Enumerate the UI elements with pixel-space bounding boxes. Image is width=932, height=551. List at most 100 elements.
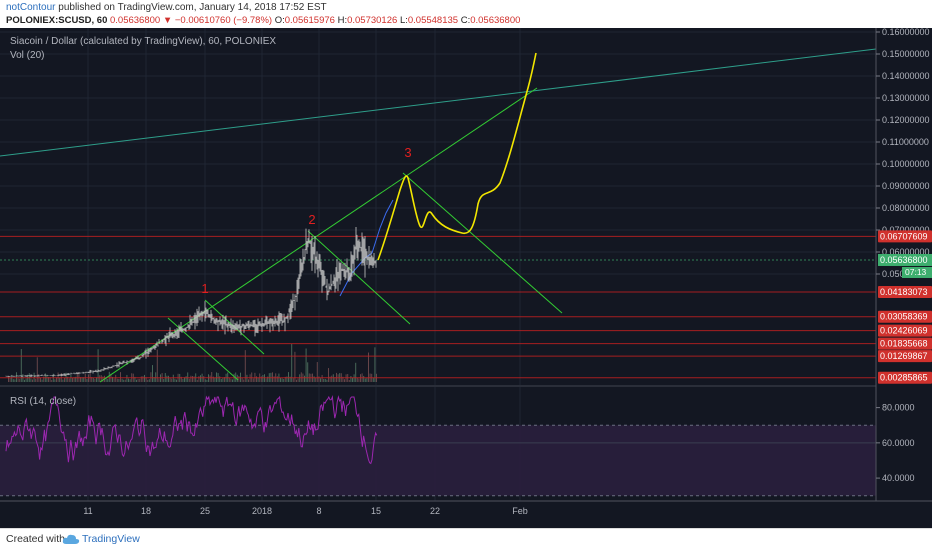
volume-bar <box>209 375 211 382</box>
publish-header: notContour published on TradingView.com,… <box>0 0 932 28</box>
volume-bar <box>313 376 315 382</box>
volume-bar <box>99 375 101 382</box>
volume-bar <box>190 375 192 382</box>
volume-bar <box>252 378 254 382</box>
volume-bar <box>273 376 275 382</box>
price-level-label-bg <box>878 285 932 298</box>
volume-bar <box>30 378 32 382</box>
y-tick-label: 0.11000000 <box>882 137 929 147</box>
volume-bar <box>14 379 16 382</box>
volume-bar <box>294 351 296 382</box>
volume-bar <box>300 372 302 382</box>
volume-bar <box>260 376 262 382</box>
long-trendline <box>0 48 877 157</box>
price-series <box>5 226 377 378</box>
price-level-label-bg <box>878 324 932 337</box>
volume-bar <box>150 372 152 382</box>
volume-bar <box>147 379 149 382</box>
y-tick-label: 0.06000000 <box>882 247 930 257</box>
volume-bar <box>145 377 147 382</box>
volume-bar <box>91 377 93 382</box>
volume-bar <box>115 374 117 382</box>
chart-title: Siacoin / Dollar (calculated by TradingV… <box>10 36 276 47</box>
tradingview-brand-link[interactable]: TradingView <box>82 533 140 545</box>
wave-label-2: 2 <box>308 212 315 227</box>
y-tick-label: 0.10000000 <box>882 159 930 169</box>
volume-bar <box>139 378 141 382</box>
volume-bar <box>267 376 269 382</box>
volume-bar <box>54 379 56 382</box>
volume-bar <box>59 377 61 382</box>
ohlc-h-label: H: <box>337 15 348 26</box>
volume-bar <box>121 378 123 382</box>
volume-bar <box>307 362 309 382</box>
volume-bar <box>20 349 22 382</box>
volume-bar <box>320 378 321 382</box>
volume-bar <box>172 374 174 382</box>
price-level-label: 0.02426069 <box>880 326 928 336</box>
volume-bar <box>350 376 352 382</box>
volume-bar <box>182 379 184 382</box>
volume-bar <box>328 368 329 382</box>
last-price-label-bg <box>878 253 932 266</box>
volume-bar <box>326 379 328 382</box>
volume-bar <box>108 371 110 382</box>
volume-bar <box>8 375 9 382</box>
price-level-label: 0.06707609 <box>880 231 928 241</box>
x-tick-label: Feb <box>512 506 528 516</box>
volume-bar <box>24 379 25 382</box>
publish-info: notContour published on TradingView.com,… <box>6 2 327 13</box>
volume-bar <box>16 372 17 382</box>
volume-bar <box>148 379 150 382</box>
price-level-label-bg <box>878 310 932 323</box>
volume-bar <box>174 378 176 382</box>
author-link[interactable]: notContour <box>6 2 56 13</box>
created-with-label: Created with <box>6 533 65 545</box>
ohlc-high: 0.05730126 <box>347 15 398 26</box>
price-level-label-bg <box>878 337 932 350</box>
volume-bar <box>163 379 165 382</box>
tradingview-cloud-icon <box>62 534 80 544</box>
volume-bar <box>315 377 317 382</box>
volume-bar <box>144 374 145 382</box>
volume-bar <box>212 376 214 382</box>
volume-bar <box>281 378 283 382</box>
price-level-label: 0.00285865 <box>880 373 928 383</box>
volume-bar <box>243 379 245 382</box>
volume-bar <box>40 377 41 382</box>
volume-bar <box>192 376 193 382</box>
volume-bar <box>224 377 225 382</box>
volume-bar <box>257 377 259 382</box>
symbol-label: POLONIEX:SCUSD, 60 <box>6 15 108 26</box>
volume-bar <box>262 375 264 382</box>
volume-bar <box>342 376 344 382</box>
price-change: ▼ −0.00610760 (−9.78%) <box>162 15 273 26</box>
volume-bar <box>51 379 53 382</box>
volume-bar <box>286 376 288 382</box>
volume-bar <box>248 379 249 382</box>
volume-bar <box>142 376 144 382</box>
price-chart[interactable]: 1 2 3 0.16000000 0.15000000 0.14000000 0.1300… <box>0 28 932 528</box>
volume-bar <box>46 374 48 382</box>
chart-grid <box>0 28 932 501</box>
last-price: 0.05636800 <box>110 15 161 26</box>
volume-bar <box>363 375 365 382</box>
volume-bar <box>64 377 65 382</box>
volume-bar <box>296 379 297 382</box>
volume-bar <box>102 376 104 382</box>
volume-bar <box>352 377 353 382</box>
volume-bar <box>136 379 137 382</box>
projected-path <box>377 52 537 261</box>
volume-bar <box>116 378 118 382</box>
price-axis-bg <box>876 28 932 528</box>
ohlc-o-label: O: <box>274 15 285 26</box>
volume-bar <box>166 375 168 382</box>
volume-bar <box>155 372 157 382</box>
volume-bar <box>276 376 278 382</box>
volume-bar <box>324 378 326 382</box>
volume-bar <box>140 376 142 382</box>
volume-bar <box>372 377 374 382</box>
descending-trendline-4 <box>402 172 563 314</box>
volume-bar <box>323 378 325 382</box>
volume-bar <box>292 378 294 382</box>
